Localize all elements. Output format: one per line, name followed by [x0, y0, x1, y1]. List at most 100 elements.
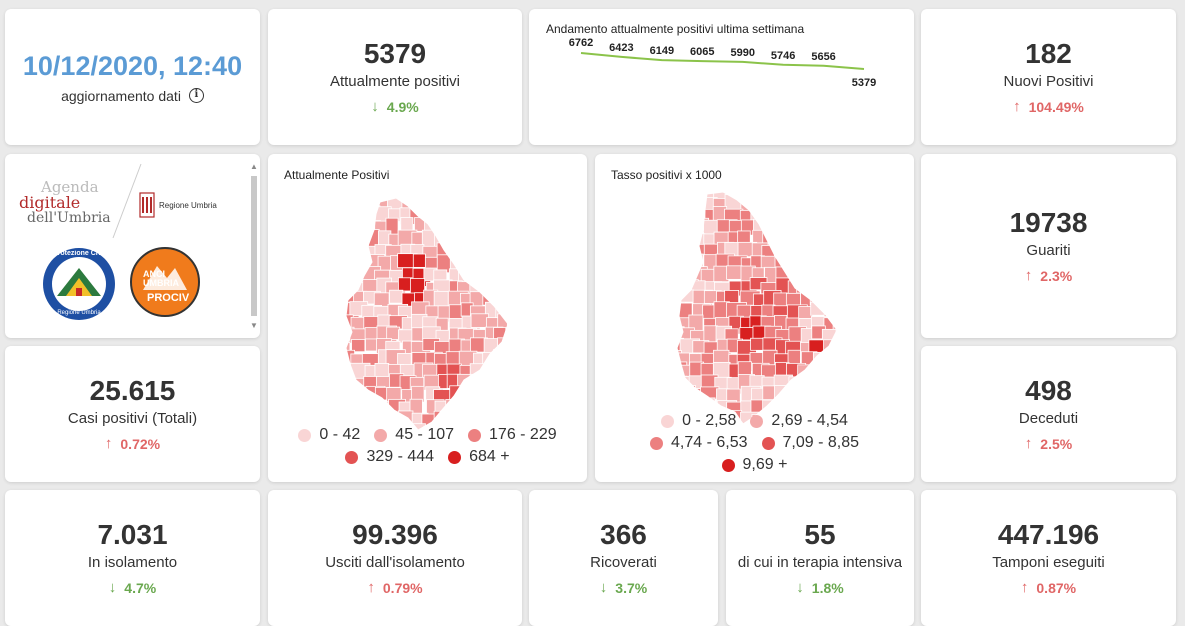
municipality-area[interactable] [869, 184, 885, 196]
municipality-area[interactable] [566, 197, 583, 217]
municipality-area[interactable] [608, 352, 627, 370]
municipality-area[interactable] [909, 257, 914, 273]
municipality-area[interactable] [509, 399, 523, 414]
municipality-area[interactable] [304, 412, 321, 425]
municipality-area[interactable] [607, 318, 625, 330]
municipality-area[interactable] [519, 292, 536, 306]
municipality-area[interactable] [775, 184, 793, 197]
municipality-area[interactable] [330, 315, 345, 330]
municipality-area[interactable] [906, 317, 914, 333]
municipality-area[interactable] [653, 316, 671, 333]
municipality-area[interactable] [846, 305, 858, 322]
municipality-area[interactable] [458, 218, 473, 234]
municipality-area[interactable] [653, 186, 672, 201]
municipality-area[interactable] [825, 388, 839, 407]
municipality-area[interactable] [558, 329, 570, 341]
municipality-area[interactable] [789, 269, 803, 283]
municipality-area[interactable] [302, 306, 318, 319]
municipality-area[interactable] [596, 254, 611, 270]
municipality-area[interactable] [833, 206, 850, 221]
municipality-area[interactable] [596, 353, 613, 370]
municipality-area[interactable] [531, 366, 547, 383]
municipality-area[interactable] [423, 196, 438, 208]
municipality-area[interactable] [666, 266, 679, 284]
municipality-area[interactable] [894, 184, 911, 198]
municipality-area[interactable] [278, 220, 294, 236]
municipality-area[interactable] [278, 230, 295, 245]
municipality-area[interactable] [330, 278, 344, 291]
municipality-area[interactable] [872, 342, 889, 358]
municipality-area[interactable] [268, 257, 281, 269]
municipality-area[interactable] [351, 207, 371, 226]
municipality-area[interactable] [607, 258, 621, 275]
municipality-area[interactable] [789, 184, 807, 194]
municipality-area[interactable] [269, 245, 287, 263]
municipality-area[interactable] [518, 185, 536, 202]
municipality-area[interactable] [908, 293, 914, 309]
municipality-area[interactable] [533, 306, 549, 319]
municipality-area[interactable] [268, 350, 282, 365]
municipality-area[interactable] [631, 304, 643, 322]
municipality-area[interactable] [318, 316, 335, 328]
municipality-area[interactable] [822, 376, 834, 389]
municipality-area[interactable] [304, 293, 319, 307]
municipality-area[interactable] [644, 290, 663, 310]
municipality-area[interactable] [294, 339, 309, 351]
municipality-area[interactable] [506, 269, 521, 287]
municipality-area[interactable] [859, 230, 875, 243]
municipality-area[interactable] [621, 269, 634, 286]
municipality-area[interactable] [450, 242, 468, 259]
municipality-area[interactable] [508, 376, 524, 393]
municipality-area[interactable] [483, 196, 499, 211]
municipality-area[interactable] [281, 306, 298, 322]
map-municipalities[interactable] [595, 184, 914, 434]
municipality-area[interactable] [620, 219, 636, 233]
municipality-area[interactable] [631, 258, 646, 276]
municipality-area[interactable] [280, 374, 293, 387]
municipality-area[interactable] [608, 376, 627, 395]
municipality-area[interactable] [608, 290, 624, 305]
municipality-area[interactable] [486, 268, 499, 284]
municipality-area[interactable] [281, 210, 298, 225]
municipality-area[interactable] [580, 389, 587, 402]
municipality-area[interactable] [813, 196, 827, 212]
municipality-area[interactable] [665, 398, 683, 413]
municipality-area[interactable] [750, 184, 766, 202]
municipality-area[interactable] [303, 185, 316, 201]
municipality-area[interactable] [519, 254, 536, 268]
municipality-area[interactable] [774, 386, 788, 404]
municipality-area[interactable] [328, 303, 344, 317]
municipality-area[interactable] [339, 233, 356, 251]
municipality-area[interactable] [494, 399, 506, 412]
municipality-area[interactable] [282, 266, 301, 284]
municipality-area[interactable] [582, 279, 587, 294]
municipality-area[interactable] [677, 232, 689, 252]
municipality-area[interactable] [506, 293, 524, 312]
municipality-area[interactable] [543, 197, 562, 217]
municipality-area[interactable] [342, 207, 356, 221]
municipality-area[interactable] [846, 362, 862, 375]
municipality-area[interactable] [810, 185, 822, 203]
municipality-area[interactable] [905, 210, 914, 227]
municipality-area[interactable] [293, 220, 311, 238]
municipality-area[interactable] [822, 231, 840, 247]
municipality-area[interactable] [693, 198, 706, 214]
municipality-area[interactable] [609, 328, 624, 346]
municipality-area[interactable] [534, 281, 551, 298]
logos-scrollbar[interactable]: ▲ ▼ [248, 162, 260, 330]
municipality-area[interactable] [883, 281, 899, 293]
municipality-area[interactable] [506, 219, 521, 238]
municipality-area[interactable] [482, 184, 499, 199]
municipality-area[interactable] [569, 317, 584, 334]
municipality-area[interactable] [595, 210, 606, 230]
municipality-area[interactable] [496, 254, 513, 267]
municipality-area[interactable] [304, 326, 316, 344]
municipality-area[interactable] [450, 386, 462, 404]
municipality-area[interactable] [327, 221, 340, 239]
municipality-area[interactable] [582, 364, 587, 382]
municipality-area[interactable] [558, 257, 571, 271]
municipality-area[interactable] [765, 195, 778, 214]
municipality-area[interactable] [645, 195, 664, 214]
municipality-area[interactable] [522, 267, 538, 284]
municipality-area[interactable] [518, 317, 532, 336]
